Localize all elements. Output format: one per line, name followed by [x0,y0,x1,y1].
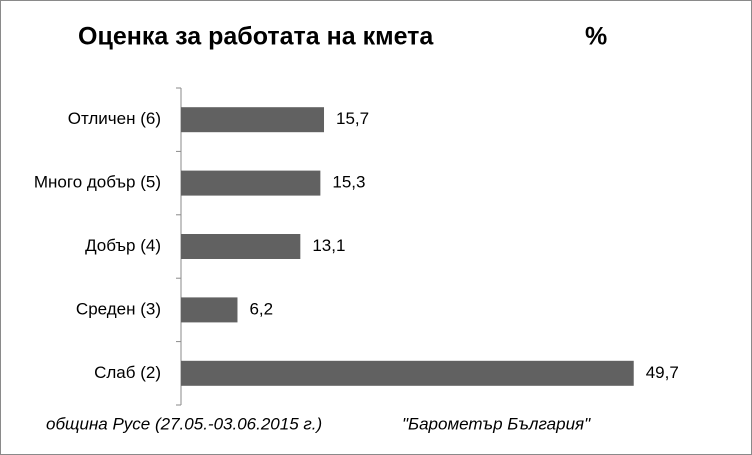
bar [181,297,238,323]
bar [181,107,325,133]
bar [181,360,634,386]
bar [181,170,321,196]
bar [181,234,301,259]
unit-label: % [585,23,607,51]
category-label: Отличен (6) [68,109,161,128]
value-label: 15,3 [332,173,365,192]
value-label: 13,1 [312,236,345,255]
value-label: 6,2 [249,299,273,318]
value-label: 15,7 [336,109,369,128]
footnote: община Русе (27.05.-03.06.2015 г.) [46,414,322,433]
category-label: Добър (4) [85,236,161,255]
category-label: Слаб (2) [94,363,161,382]
value-label: 49,7 [646,363,679,382]
category-label: Много добър (5) [34,173,161,192]
chart-title: Оценка за работата на кмета [78,23,434,51]
category-label: Среден (3) [76,299,161,318]
footnote: "Барометър България" [402,414,591,433]
